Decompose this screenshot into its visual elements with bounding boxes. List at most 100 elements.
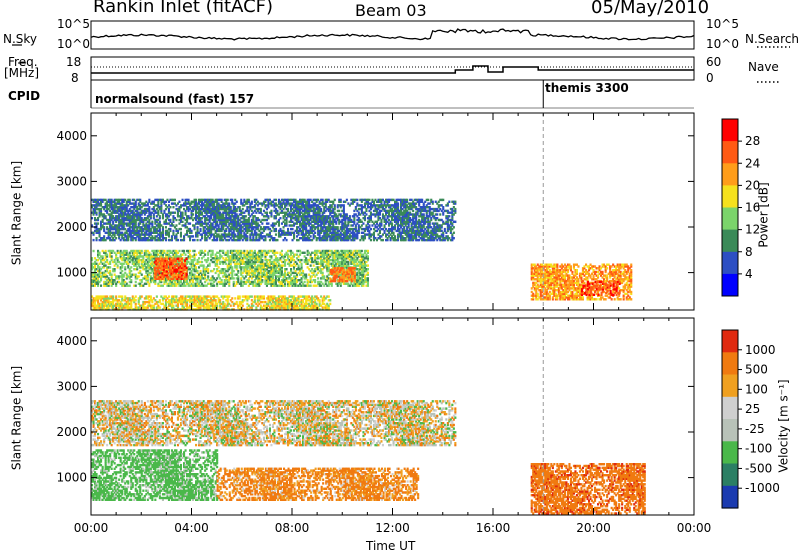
power-cell: [172, 230, 174, 232]
power-cell: [421, 199, 423, 201]
power-cell: [195, 254, 197, 256]
power-cell: [162, 226, 164, 228]
power-cell: [96, 212, 98, 214]
power-cell: [117, 264, 119, 266]
power-cell: [175, 219, 177, 221]
power-cell: [365, 213, 367, 215]
power-cell: [448, 215, 450, 217]
power-cell: [254, 250, 256, 252]
power-cell: [114, 268, 116, 270]
power-cell: [370, 228, 372, 230]
power-cell: [245, 215, 247, 217]
power-cell: [172, 206, 174, 208]
power-cell: [275, 233, 277, 235]
power-cell: [218, 266, 220, 268]
power-cell: [448, 201, 450, 203]
power-cell: [100, 285, 102, 287]
power-cell: [189, 222, 191, 224]
power-cell: [228, 202, 230, 204]
power-cell: [233, 281, 235, 283]
power-cell: [275, 199, 277, 201]
power-cell: [261, 279, 263, 281]
power-cell: [191, 230, 193, 232]
power-cell: [237, 275, 239, 277]
power-cell: [106, 259, 108, 261]
power-cell: [180, 228, 182, 230]
power-cell: [436, 213, 438, 215]
power-cell: [197, 226, 199, 228]
power-cell: [322, 199, 324, 201]
power-region-1: [91, 250, 369, 287]
power-cell: [213, 285, 215, 287]
power-cell: [362, 222, 364, 224]
power-cell: [412, 210, 414, 212]
power-cell: [368, 224, 370, 226]
power-cell: [242, 208, 244, 210]
power-cell: [148, 206, 150, 208]
power-cell: [276, 239, 278, 241]
power-cell: [109, 266, 111, 268]
power-cell: [260, 208, 262, 210]
power-cell: [159, 221, 161, 223]
power-cell: [334, 204, 336, 206]
power-cell: [334, 199, 336, 201]
power-cell: [93, 250, 95, 252]
power-cell: [261, 222, 263, 224]
power-cell: [121, 270, 123, 272]
power-cell: [221, 279, 223, 281]
power-cell: [151, 221, 153, 223]
power-cell: [105, 215, 107, 217]
power-cell: [203, 264, 205, 266]
power-cell: [207, 275, 209, 277]
power-cell: [182, 221, 184, 223]
power-cell: [169, 228, 171, 230]
power-cell: [343, 204, 345, 206]
power-cell: [129, 199, 131, 201]
power-cell: [454, 201, 456, 203]
power-cell: [406, 199, 408, 201]
power-cell: [382, 239, 384, 241]
power-cell: [204, 254, 206, 256]
power-cell: [394, 235, 396, 237]
power-cell: [221, 199, 223, 201]
power-cell: [270, 255, 272, 257]
power-cell: [276, 210, 278, 212]
power-cell: [105, 250, 107, 252]
power-cell: [233, 277, 235, 279]
power-cell: [270, 230, 272, 232]
power-cell: [111, 274, 113, 276]
power-cell: [111, 255, 113, 257]
power-cell: [185, 254, 187, 256]
power-cell: [115, 237, 117, 239]
power-cell: [165, 237, 167, 239]
power-cell: [233, 270, 235, 272]
power-cell: [200, 228, 202, 230]
power-cell: [135, 285, 137, 287]
power-cell: [231, 266, 233, 268]
power-cell: [222, 250, 224, 252]
power-cell: [169, 206, 171, 208]
power-cell: [230, 206, 232, 208]
power-cell: [397, 202, 399, 204]
power-cell: [197, 239, 199, 241]
power-cell: [102, 255, 104, 257]
power-cell: [275, 228, 277, 230]
power-cell: [320, 208, 322, 210]
power-cell: [266, 212, 268, 214]
power-cell: [209, 263, 211, 265]
power-cell: [109, 270, 111, 272]
power-cell: [213, 268, 215, 270]
power-cell: [204, 250, 206, 252]
power-cell: [182, 212, 184, 214]
power-cell: [174, 212, 176, 214]
power-cell: [453, 237, 455, 239]
power-cell: [130, 266, 132, 268]
power-cell: [139, 270, 141, 272]
power-cell: [97, 222, 99, 224]
power-cell: [453, 226, 455, 228]
power-cell: [180, 232, 182, 234]
power-cell: [183, 250, 185, 252]
power-cell: [340, 199, 342, 201]
power-cell: [182, 199, 184, 201]
power-cell: [99, 252, 101, 254]
